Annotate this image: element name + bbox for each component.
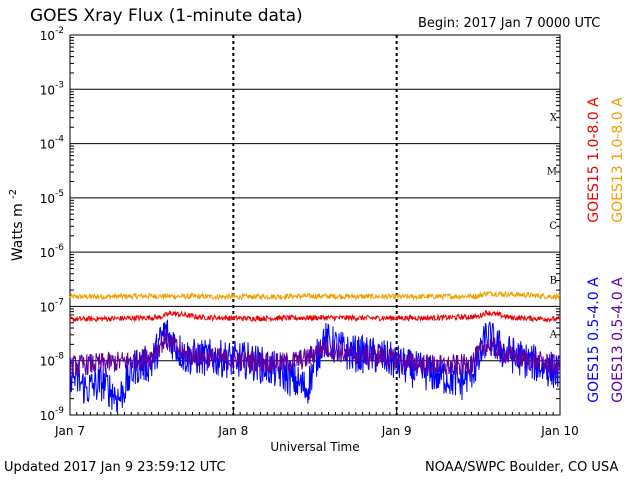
- y-tick-label: 10-5: [40, 189, 64, 206]
- flare-class-label: A: [549, 330, 558, 341]
- updated-timestamp: Updated 2017 Jan 9 23:59:12 UTC: [4, 460, 226, 475]
- series-line: [69, 329, 561, 377]
- begin-time: Begin: 2017 Jan 7 0000 UTC: [418, 16, 601, 31]
- x-tick-label: Jan 7: [54, 424, 85, 438]
- y-tick-label: 10-4: [40, 135, 65, 152]
- credit-text: NOAA/SWPC Boulder, CO USA: [425, 460, 619, 475]
- flare-class-label: C: [549, 221, 557, 232]
- y-tick-label: 10-3: [40, 80, 64, 97]
- flare-class-label: M: [547, 167, 557, 178]
- legend-entry: GOES15 1.0-8.0 A: [586, 97, 602, 223]
- legend-entry: GOES15 0.5-4.0 A: [586, 277, 602, 403]
- legend-entry: GOES13 1.0-8.0 A: [610, 97, 626, 223]
- series-line: [69, 309, 561, 324]
- y-tick-label: 10-9: [40, 406, 65, 423]
- y-tick-label: 10-7: [40, 297, 64, 314]
- x-tick-label: Jan 8: [217, 424, 248, 438]
- y-axis-label: Watts m -2: [8, 189, 26, 261]
- flare-class-label: X: [550, 112, 558, 123]
- x-tick-label: Jan 9: [381, 424, 412, 438]
- y-tick-label: 10-6: [40, 243, 65, 260]
- x-tick-label: Jan 10: [540, 424, 579, 438]
- chart-title: GOES Xray Flux (1-minute data): [30, 6, 303, 26]
- x-axis-label: Universal Time: [270, 440, 359, 454]
- flare-class-label: B: [550, 275, 557, 286]
- y-tick-label: 10-8: [40, 352, 65, 369]
- y-tick-label: 10-2: [40, 26, 64, 43]
- series-line: [69, 290, 561, 302]
- legend-entry: GOES13 0.5-4.0 A: [610, 277, 626, 403]
